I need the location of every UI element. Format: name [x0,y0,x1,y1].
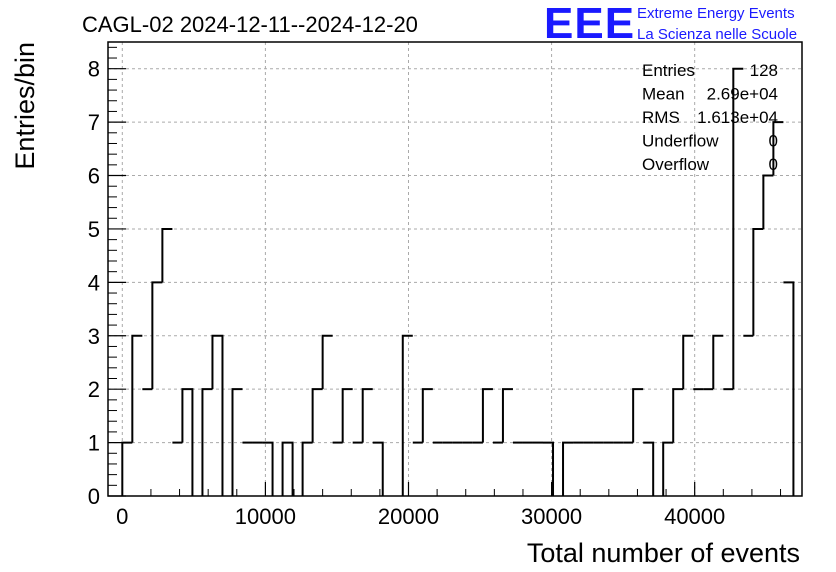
histogram-bin-37 [562,441,574,496]
histogram-bin-3 [151,281,163,390]
y-tick-label-1: 1 [88,431,100,456]
stats-value-overflow: 0 [769,155,778,174]
x-tick-label-3: 30000 [521,504,582,529]
histogram-bin-48 [682,334,694,390]
histogram-bin-36 [543,441,555,496]
histogram-bars [121,67,795,496]
stats-label-entries: Entries [642,61,695,80]
histogram-bin-20 [361,388,373,443]
x-tick-label-0: 0 [116,504,128,529]
y-tick-label-5: 5 [88,217,100,242]
stats-value-mean: 2.69e+04 [707,85,778,104]
histogram-bin-56 [762,174,774,229]
histogram-bin-44 [632,388,644,443]
x-tick-label-4: 40000 [664,504,725,529]
x-axis-title: Total number of events [527,538,800,568]
y-tick-label-3: 3 [88,324,100,349]
eee-logo: EEE Extreme Energy Events La Scienza nel… [544,0,797,48]
y-tick-label-4: 4 [88,270,100,295]
histogram-bin-53 [732,67,744,390]
logo-mark: EEE [544,0,635,48]
y-axis-title: Entries/bin [10,42,40,170]
chart-title: CAGL-02 2024-12-11--2024-12-20 [82,12,418,37]
histogram-bin-47 [672,388,684,443]
stats-label-rms: RMS [642,108,680,127]
histogram-bin-57 [772,121,784,176]
stats-value-rms: 1.613e+04 [697,108,778,127]
x-tick-label-2: 20000 [378,504,439,529]
y-tick-label-6: 6 [88,164,100,189]
histogram-bin-24 [421,388,433,443]
histogram-bin-58 [783,281,795,496]
axis-ticks [108,46,782,497]
histogram-bin-15 [311,388,323,443]
plot-frame [107,41,803,497]
histogram-bin-30 [481,388,493,443]
logo-line1: Extreme Energy Events [637,5,795,22]
x-tick-label-1: 10000 [235,504,296,529]
histogram-bin-16 [321,334,333,390]
histogram-bin-7 [201,388,213,496]
histogram-bin-32 [501,388,513,443]
histogram-bin-12 [262,441,274,496]
histogram-bin-51 [712,334,724,390]
histogram-bin-22 [401,334,413,496]
histogram-bin-1 [131,334,143,443]
y-tick-label-8: 8 [88,57,100,82]
histogram-bin-55 [752,227,764,336]
histogram-bin-14 [301,441,313,496]
y-tick-label-7: 7 [88,110,100,135]
histogram-bin-6 [181,388,194,496]
histogram-bin-8 [211,334,224,496]
histogram-bin-21 [372,441,384,496]
histogram-bin-0 [121,441,133,496]
stats-value-underflow: 0 [769,132,778,151]
stats-box: Entries 128 Mean 2.69e+04 RMS 1.613e+04 Underf… [642,61,778,174]
stats-label-overflow: Overflow [642,155,710,174]
y-tick-label-2: 2 [88,377,100,402]
stats-value-entries: 128 [750,61,778,80]
tick-labels: 0 10000 20000 30000 40000 0 1 2 3 4 5 6 7 8 [88,57,726,529]
y-tick-label-0: 0 [88,484,100,509]
histogram-bin-4 [161,227,173,283]
histogram-bin-45 [643,441,655,496]
histogram-bin-13 [281,441,294,496]
histogram-bin-9 [231,388,243,496]
logo-line2: La Scienza nelle Scuole [637,26,797,43]
histogram-bin-18 [341,388,353,443]
stats-label-underflow: Underflow [642,132,719,151]
stats-label-mean: Mean [642,85,685,104]
histogram-bin-46 [662,441,674,496]
